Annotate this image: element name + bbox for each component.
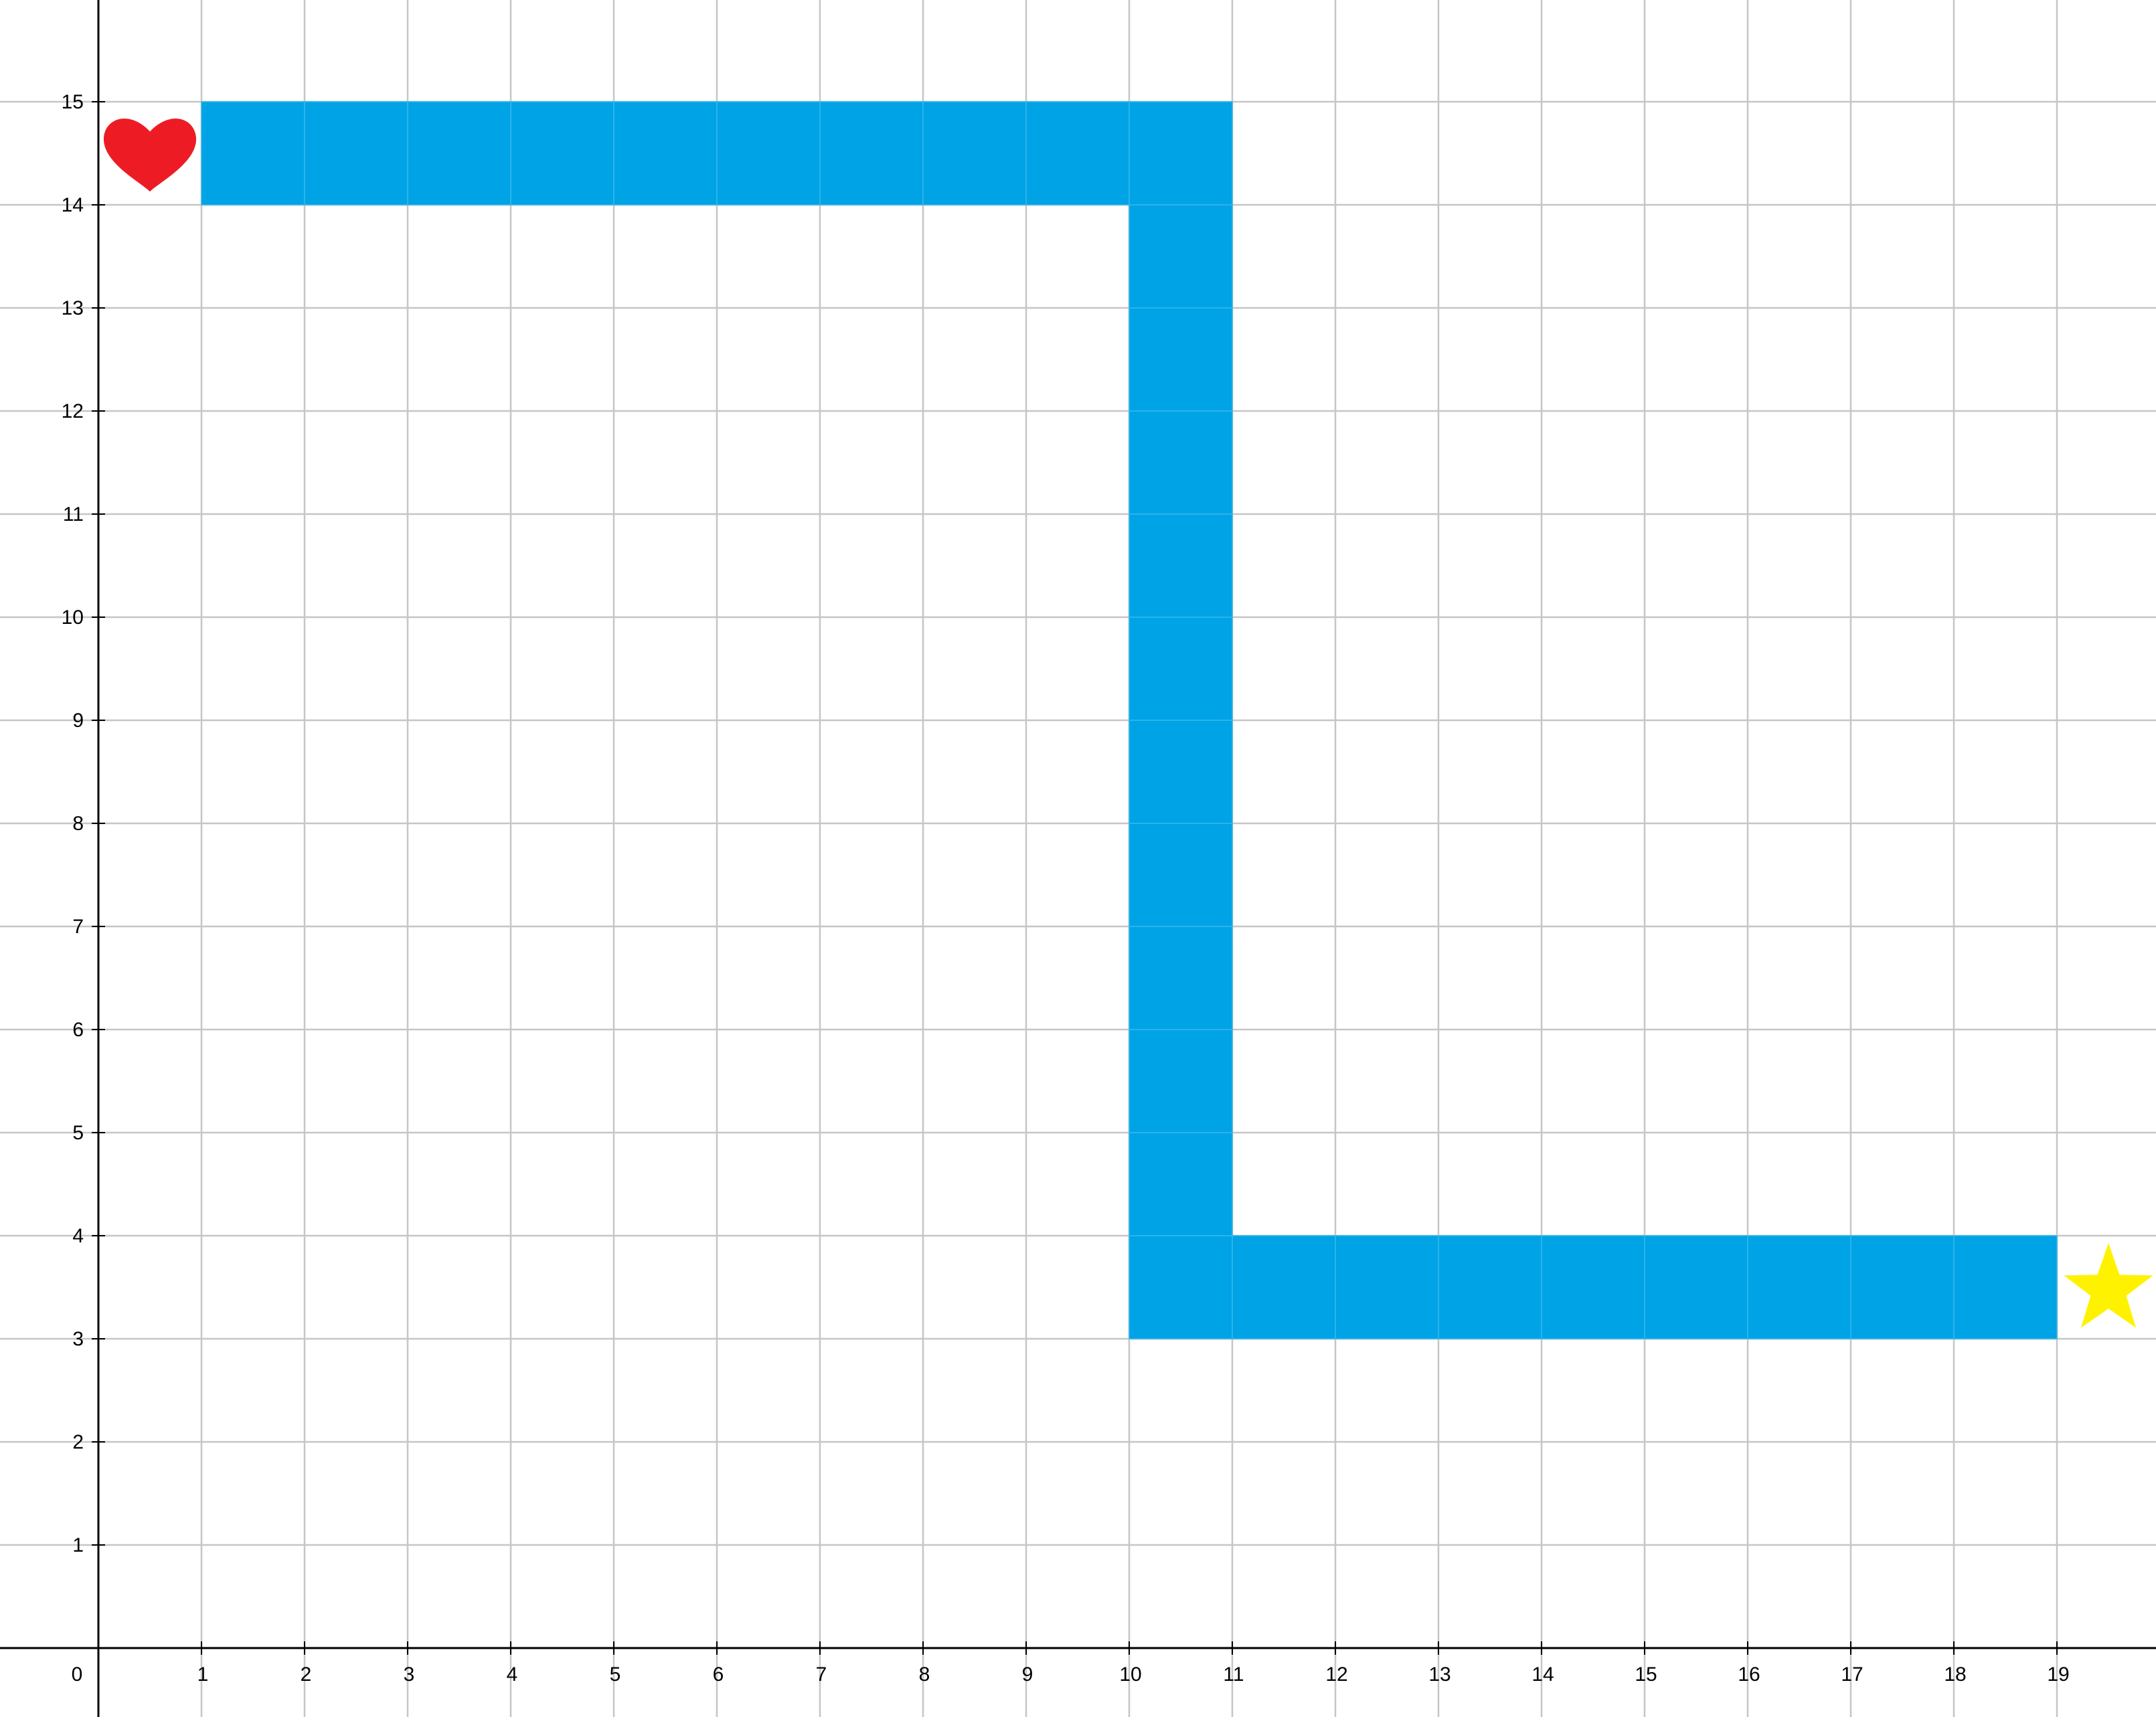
path-cell bbox=[1129, 720, 1232, 823]
x-tick-label: 7 bbox=[816, 1663, 827, 1686]
x-tick-label: 17 bbox=[1841, 1663, 1863, 1686]
star-icon bbox=[2064, 1243, 2153, 1328]
x-tick-label: 11 bbox=[1223, 1663, 1244, 1686]
y-tick-label: 14 bbox=[62, 194, 84, 216]
path-cell bbox=[1129, 514, 1232, 617]
path-cell bbox=[1129, 411, 1232, 514]
x-tick-label: 1 bbox=[197, 1663, 209, 1686]
path-cell bbox=[1438, 1236, 1542, 1339]
y-tick-label: 11 bbox=[63, 503, 84, 525]
markers bbox=[103, 118, 2153, 1328]
path-cell bbox=[1129, 205, 1232, 308]
y-tick-label: 3 bbox=[72, 1328, 84, 1350]
path-cell bbox=[1542, 1236, 1645, 1339]
y-tick-label: 10 bbox=[62, 606, 84, 629]
y-tick-label: 15 bbox=[62, 91, 84, 113]
path-cell bbox=[305, 102, 408, 205]
y-tick-label: 2 bbox=[72, 1431, 84, 1453]
y-tick-label: 9 bbox=[72, 710, 84, 732]
path-cell bbox=[614, 102, 717, 205]
path-cell bbox=[1026, 102, 1129, 205]
x-tick-labels: 0 1 2 3 4 5 6 7 8 9 10 11 12 13 14 15 16 17 18 19 bbox=[72, 1663, 2070, 1686]
path-cell bbox=[1129, 823, 1232, 926]
path-cell bbox=[1232, 1236, 1335, 1339]
path-cell bbox=[923, 102, 1026, 205]
y-tick-label: 8 bbox=[72, 813, 84, 835]
x-tick-label: 0 bbox=[72, 1663, 83, 1686]
heart-icon bbox=[103, 118, 197, 192]
path-cell bbox=[1954, 1236, 2057, 1339]
x-tick-label: 8 bbox=[919, 1663, 930, 1686]
path-cell bbox=[1129, 926, 1232, 1030]
path-cell bbox=[1645, 1236, 1748, 1339]
x-tick-label: 10 bbox=[1119, 1663, 1141, 1686]
path-cell bbox=[1129, 1236, 1232, 1339]
x-tick-label: 19 bbox=[2047, 1663, 2069, 1686]
x-tick-label: 9 bbox=[1022, 1663, 1033, 1686]
x-tick-label: 5 bbox=[610, 1663, 621, 1686]
x-tick-label: 15 bbox=[1635, 1663, 1657, 1686]
x-tick-label: 3 bbox=[404, 1663, 415, 1686]
path-cell bbox=[1851, 1236, 1954, 1339]
x-tick-label: 16 bbox=[1738, 1663, 1760, 1686]
path-cell bbox=[717, 102, 820, 205]
path-cell bbox=[1129, 308, 1232, 411]
y-tick-label: 12 bbox=[62, 400, 84, 422]
path-cell bbox=[820, 102, 923, 205]
y-tick-label: 6 bbox=[72, 1019, 84, 1041]
y-tick-label: 7 bbox=[72, 916, 84, 938]
y-tick-label: 1 bbox=[72, 1534, 84, 1556]
path-cell bbox=[1129, 1133, 1232, 1236]
path-cell bbox=[1129, 102, 1232, 205]
path-cell bbox=[408, 102, 511, 205]
x-tick-label: 13 bbox=[1428, 1663, 1450, 1686]
x-tick-label: 2 bbox=[301, 1663, 312, 1686]
path-cell-seam bbox=[1953, 1235, 2058, 1339]
path-cell bbox=[1129, 617, 1232, 720]
y-tick-label: 4 bbox=[72, 1225, 84, 1247]
x-tick-label: 12 bbox=[1325, 1663, 1347, 1686]
path-cell bbox=[1748, 1236, 1851, 1339]
x-tick-label: 4 bbox=[507, 1663, 518, 1686]
path-cell bbox=[201, 102, 305, 205]
path-cell bbox=[511, 102, 614, 205]
path-cells bbox=[201, 101, 2058, 1339]
y-tick-label: 5 bbox=[72, 1122, 84, 1144]
x-tick-label: 6 bbox=[713, 1663, 724, 1686]
path-cell bbox=[1335, 1236, 1438, 1339]
x-tick-label: 14 bbox=[1531, 1663, 1554, 1686]
path-cell bbox=[1129, 1030, 1232, 1133]
y-tick-label: 13 bbox=[62, 297, 84, 319]
x-tick-label: 18 bbox=[1944, 1663, 1966, 1686]
